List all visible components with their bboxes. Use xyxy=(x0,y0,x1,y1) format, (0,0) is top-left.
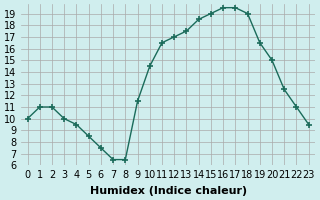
X-axis label: Humidex (Indice chaleur): Humidex (Indice chaleur) xyxy=(90,186,247,196)
